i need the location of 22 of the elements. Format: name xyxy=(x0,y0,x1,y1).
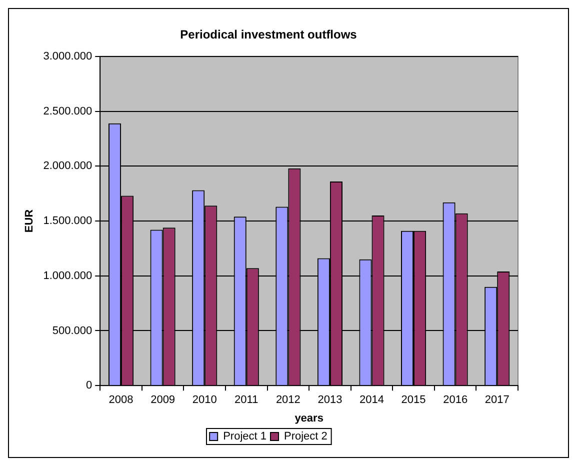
chart-title: Periodical investment outflows xyxy=(180,28,358,42)
x-tick-label: 2014 xyxy=(360,394,384,406)
x-tick-label: 2015 xyxy=(401,394,426,406)
y-tick-label: 0 xyxy=(86,380,92,392)
legend-label: Project 1 xyxy=(223,430,267,443)
y-axis-title: EUR xyxy=(24,209,36,233)
x-tick-label: 2016 xyxy=(443,394,468,406)
x-tick-label: 2012 xyxy=(276,394,300,406)
y-tick-label: 3.000.000 xyxy=(43,50,92,62)
x-axis-title: years xyxy=(294,412,324,424)
x-tick-label: 2017 xyxy=(484,394,510,406)
x-tick-label: 2011 xyxy=(234,394,258,406)
legend-label: Project 2 xyxy=(284,430,328,443)
x-tick-label: 2008 xyxy=(108,394,134,406)
x-tick-label: 2010 xyxy=(192,394,217,406)
y-tick-label: 2.500.000 xyxy=(43,105,92,118)
y-tick-label: 1.500.000 xyxy=(43,215,92,228)
y-tick-label: 2.000.000 xyxy=(43,160,92,172)
y-tick-label: 1.000.000 xyxy=(43,270,92,282)
x-tick-label: 2013 xyxy=(318,394,342,406)
x-tick-label: 2009 xyxy=(150,394,176,406)
y-tick-label: 500.000 xyxy=(52,324,92,337)
